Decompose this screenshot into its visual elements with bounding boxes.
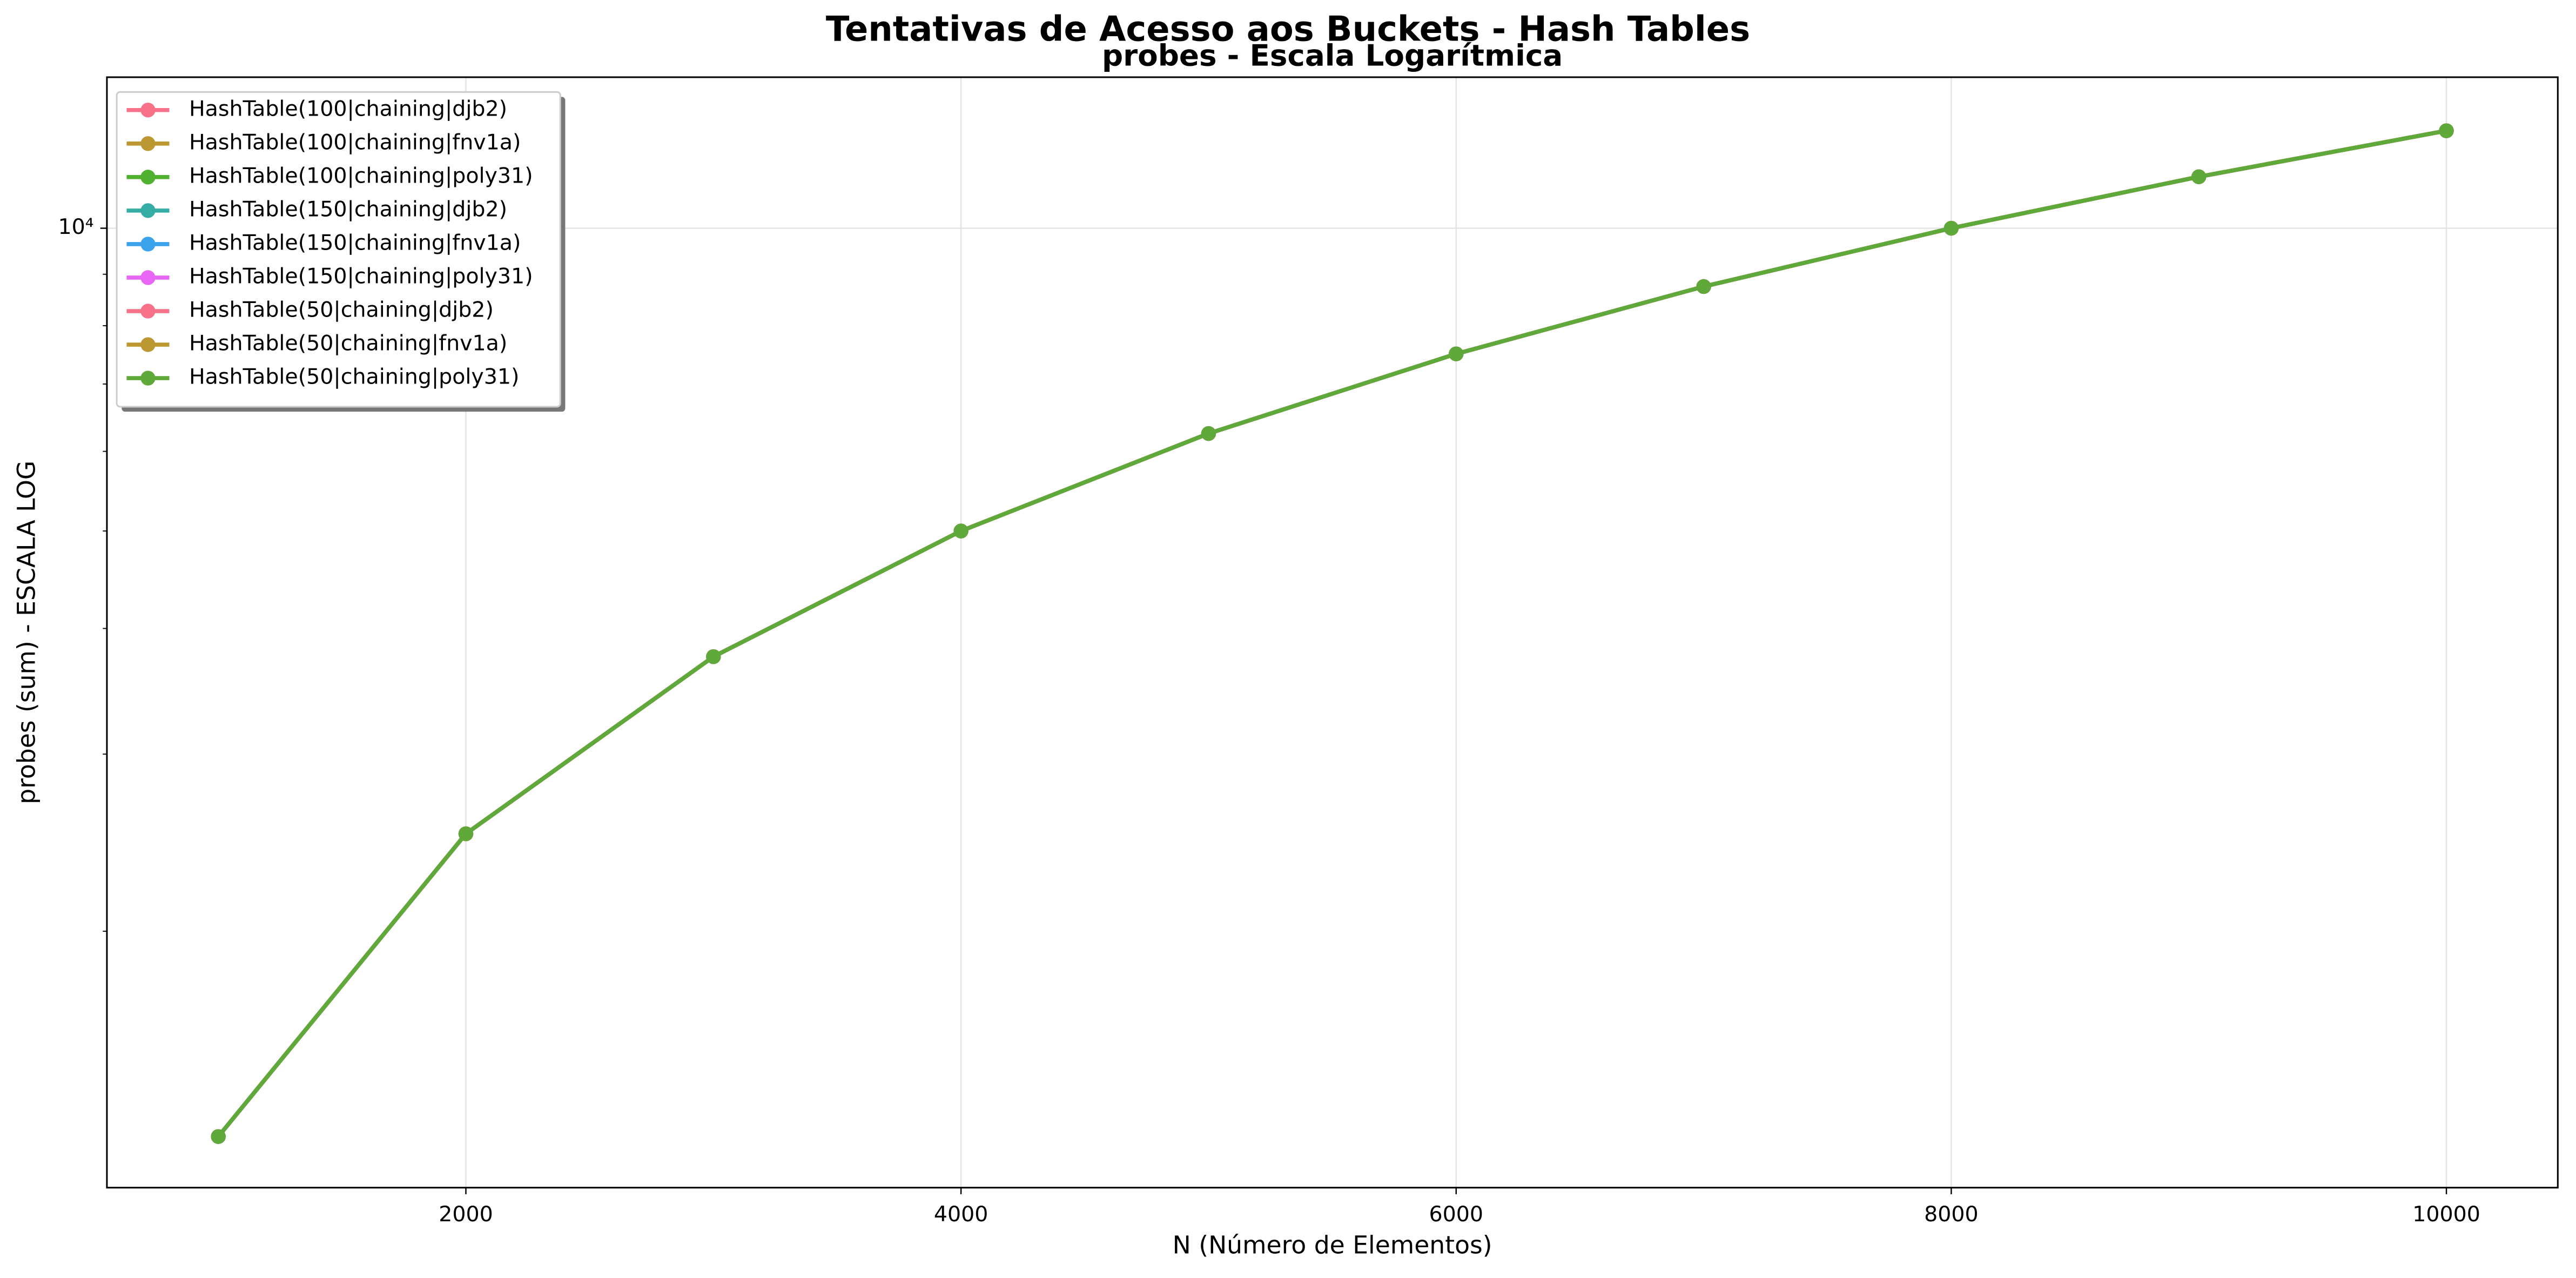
data-point xyxy=(2191,169,2207,184)
legend-marker xyxy=(140,237,156,252)
legend-marker xyxy=(140,337,156,352)
legend-label: HashTable(100|chaining|djb2) xyxy=(189,96,507,121)
y-axis-label: probes (sum) - ESCALA LOG xyxy=(12,461,41,804)
legend-label: HashTable(50|chaining|fnv1a) xyxy=(189,331,507,356)
x-tick-label: 8000 xyxy=(1924,1202,1979,1227)
data-point xyxy=(1201,426,1216,441)
data-point xyxy=(1449,346,1464,361)
data-point xyxy=(1696,279,1711,294)
legend-label: HashTable(50|chaining|djb2) xyxy=(189,297,494,322)
legend-label: HashTable(150|chaining|poly31) xyxy=(189,264,533,288)
legend-marker xyxy=(140,203,156,218)
legend-marker xyxy=(140,170,156,185)
legend-box xyxy=(116,91,561,408)
x-tick-label: 4000 xyxy=(934,1202,988,1227)
data-point xyxy=(953,523,968,539)
chart-title: Tentativas de Acesso aos Buckets - Hash … xyxy=(826,9,1750,49)
legend-label: HashTable(150|chaining|fnv1a) xyxy=(189,230,521,255)
legend-label: HashTable(100|chaining|fnv1a) xyxy=(189,130,521,154)
data-point xyxy=(2439,123,2454,138)
data-point xyxy=(458,826,474,842)
legend-marker xyxy=(140,270,156,285)
x-tick-label: 10000 xyxy=(2412,1202,2480,1227)
legend-label: HashTable(150|chaining|djb2) xyxy=(189,197,507,221)
x-tick-label: 2000 xyxy=(439,1202,493,1227)
plot-frame xyxy=(106,76,2559,1189)
legend-marker xyxy=(140,304,156,319)
legend-marker xyxy=(140,371,156,386)
data-point xyxy=(1943,220,1959,236)
legend-marker xyxy=(140,136,156,151)
x-tick-label: 6000 xyxy=(1429,1202,1483,1227)
y-tick-label: 10⁴ xyxy=(58,214,93,239)
chart-subtitle: probes - Escala Logarítmica xyxy=(1102,38,1563,73)
x-axis-label: N (Número de Elementos) xyxy=(1173,1231,1492,1260)
data-point xyxy=(706,649,721,664)
series-line xyxy=(217,129,2447,1138)
legend-label: HashTable(100|chaining|poly31) xyxy=(189,163,533,188)
data-point xyxy=(211,1129,226,1144)
legend-label: HashTable(50|chaining|poly31) xyxy=(189,365,520,389)
legend-marker xyxy=(140,103,156,118)
